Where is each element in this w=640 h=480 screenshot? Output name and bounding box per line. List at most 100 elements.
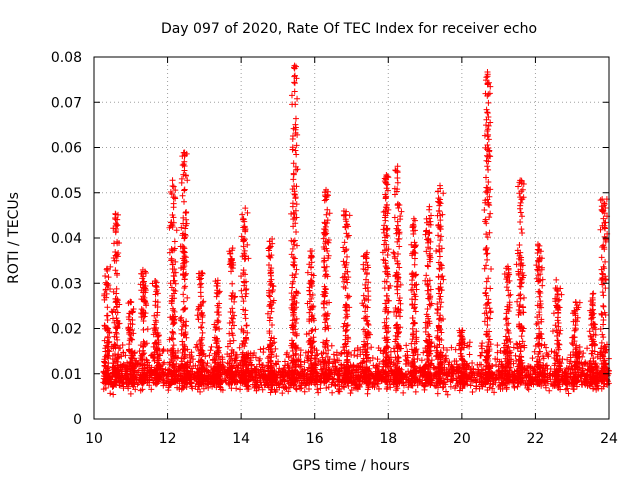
roti-point <box>411 255 418 262</box>
roti-point <box>260 362 267 369</box>
roti-point <box>181 186 188 193</box>
roti-point <box>285 353 292 360</box>
roti-point <box>293 229 300 236</box>
roti-point <box>433 248 440 255</box>
roti-point <box>306 291 313 298</box>
roti-point <box>497 347 504 354</box>
roti-point <box>186 354 193 361</box>
roti-point <box>340 383 347 390</box>
roti-point <box>524 368 531 375</box>
roti-point <box>179 192 186 199</box>
roti-point <box>143 302 150 309</box>
roti-point <box>494 342 501 349</box>
roti-point <box>290 262 297 269</box>
roti-point <box>488 266 495 273</box>
roti-point <box>567 358 574 365</box>
roti-point <box>375 344 382 351</box>
roti-point <box>499 361 506 368</box>
roti-point <box>467 382 474 389</box>
roti-point <box>292 147 299 154</box>
roti-point <box>487 210 494 217</box>
roti-point <box>398 208 405 215</box>
roti-point <box>284 349 291 356</box>
roti-point <box>584 345 591 352</box>
roti-point <box>524 385 531 392</box>
roti-point <box>151 312 158 319</box>
roti-point <box>199 329 206 336</box>
roti-point <box>395 204 402 211</box>
roti-point <box>335 388 342 395</box>
roti-point <box>321 264 328 271</box>
roti-point <box>142 269 149 276</box>
roti-point <box>391 250 398 257</box>
roti-point <box>499 385 506 392</box>
roti-point <box>233 385 240 392</box>
roti-point <box>317 385 324 392</box>
roti-point <box>291 241 298 248</box>
roti-point <box>418 357 425 364</box>
roti-point <box>184 177 191 184</box>
roti-point <box>325 239 332 246</box>
roti-point <box>197 388 204 395</box>
roti-point <box>182 172 189 179</box>
roti-point <box>469 359 476 366</box>
roti-point <box>564 385 571 392</box>
roti-point <box>129 309 136 316</box>
roti-point <box>543 362 550 369</box>
roti-point <box>180 385 187 392</box>
roti-point <box>400 389 407 396</box>
roti-point <box>111 240 118 247</box>
roti-point <box>447 365 454 372</box>
roti-point <box>362 281 369 288</box>
roti-point <box>325 384 332 391</box>
roti-point <box>423 215 430 222</box>
roti-point <box>383 264 390 271</box>
roti-point <box>292 115 299 122</box>
roti-point <box>576 344 583 351</box>
roti-point <box>403 342 410 349</box>
roti-point <box>424 287 431 294</box>
roti-point <box>436 253 443 260</box>
roti-point <box>249 352 256 359</box>
roti-point <box>150 343 157 350</box>
roti-point <box>434 390 441 397</box>
data-points <box>100 62 612 398</box>
roti-point <box>385 297 392 304</box>
roti-point <box>173 227 180 234</box>
roti-point <box>440 190 447 197</box>
roti-point <box>183 209 190 216</box>
roti-point <box>542 382 549 389</box>
roti-point <box>391 214 398 221</box>
roti-point <box>485 131 492 138</box>
roti-point <box>476 361 483 368</box>
roti-point <box>113 290 120 297</box>
roti-point <box>242 315 249 322</box>
roti-point <box>104 316 111 323</box>
roti-point <box>567 370 574 377</box>
roti-point <box>394 222 401 229</box>
roti-point <box>491 389 498 396</box>
roti-point <box>180 291 187 298</box>
roti-point <box>164 347 171 354</box>
roti-point <box>174 384 181 391</box>
roti-point <box>510 344 517 351</box>
roti-point <box>570 386 577 393</box>
roti-point <box>267 389 274 396</box>
roti-point <box>364 390 371 397</box>
roti-point <box>477 373 484 380</box>
roti-point <box>541 341 548 348</box>
roti-point <box>487 285 494 292</box>
roti-point <box>485 275 492 282</box>
roti-point <box>380 226 387 233</box>
roti-point <box>243 322 250 329</box>
roti-point <box>315 389 322 396</box>
roti-point <box>165 387 172 394</box>
roti-point <box>259 386 266 393</box>
roti-point <box>257 346 264 353</box>
roti-point <box>484 109 491 116</box>
roti-point <box>237 386 244 393</box>
roti-point <box>206 352 213 359</box>
roti-point <box>288 251 295 258</box>
roti-point <box>252 354 259 361</box>
roti-point <box>321 304 328 311</box>
